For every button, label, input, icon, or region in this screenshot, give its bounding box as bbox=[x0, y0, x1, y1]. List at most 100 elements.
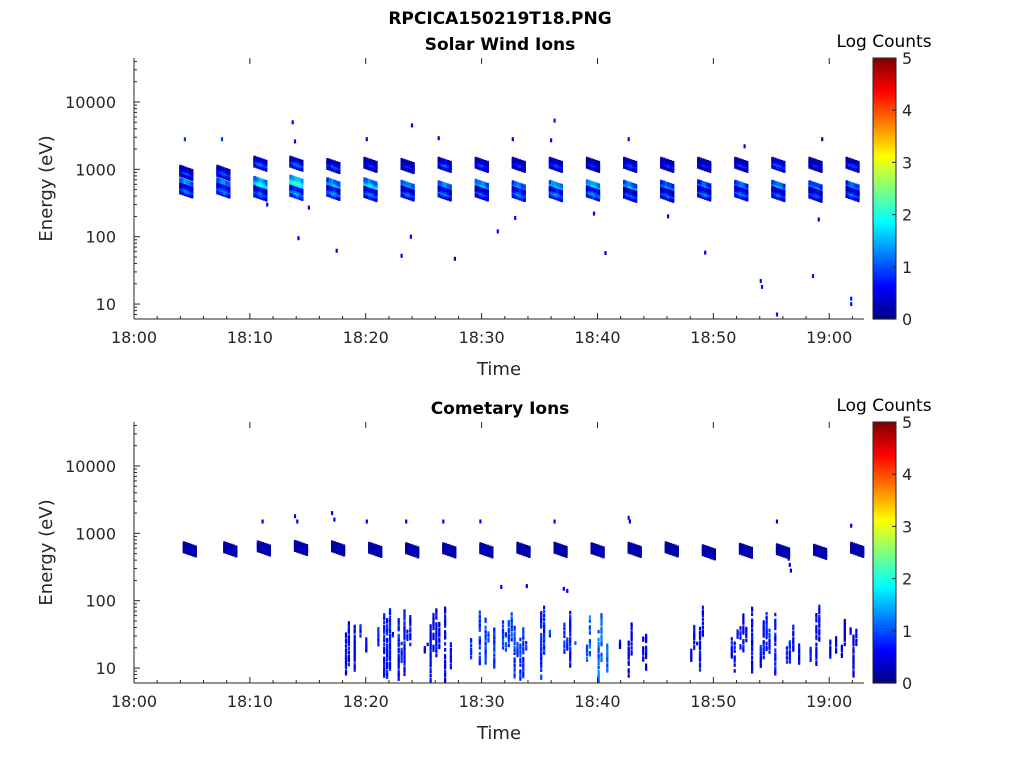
low-energy-cell bbox=[645, 667, 648, 671]
low-energy-cell bbox=[429, 638, 432, 642]
data-cell bbox=[592, 159, 596, 164]
low-energy-cell bbox=[484, 661, 487, 665]
low-energy-cell bbox=[730, 647, 733, 651]
colorbar-segment bbox=[873, 67, 896, 72]
low-energy-cell bbox=[478, 652, 481, 656]
data-cell bbox=[481, 187, 485, 193]
data-cell bbox=[553, 187, 557, 193]
low-energy-cell bbox=[792, 636, 795, 640]
colorbar-segment bbox=[873, 175, 896, 180]
low-energy-cell bbox=[693, 626, 696, 631]
data-cell bbox=[298, 177, 302, 183]
low-energy-cell bbox=[835, 636, 838, 640]
low-energy-cell bbox=[429, 632, 432, 636]
colorbar-segment bbox=[873, 621, 896, 625]
low-energy-cell bbox=[745, 638, 748, 643]
low-energy-cell bbox=[540, 674, 543, 678]
data-cell bbox=[810, 181, 814, 186]
low-energy-cell bbox=[423, 648, 426, 652]
low-energy-cell bbox=[843, 620, 846, 625]
low-energy-cell bbox=[774, 654, 777, 658]
low-energy-cell bbox=[765, 611, 768, 616]
low-energy-cell bbox=[386, 624, 389, 628]
colorbar-segment bbox=[873, 562, 896, 567]
colorbar-segment bbox=[873, 162, 896, 167]
low-energy-cell bbox=[569, 624, 572, 629]
sparse-hit bbox=[291, 120, 294, 125]
low-energy-cell bbox=[365, 643, 368, 647]
data-cell bbox=[255, 186, 259, 191]
low-energy-cell bbox=[843, 630, 846, 635]
low-energy-cell bbox=[388, 629, 392, 634]
colorbar-segment bbox=[873, 441, 896, 446]
colorbar-segment bbox=[873, 516, 896, 521]
low-energy-cell bbox=[840, 648, 843, 652]
low-energy-cell bbox=[519, 643, 522, 648]
low-energy-cell bbox=[785, 660, 788, 664]
colorbar-label: Log Counts bbox=[836, 32, 931, 52]
x-tick-label: 18:40 bbox=[574, 692, 620, 711]
low-energy-cell bbox=[438, 633, 441, 638]
low-energy-cell bbox=[855, 638, 858, 643]
low-energy-cell bbox=[585, 644, 589, 648]
colorbar-segment bbox=[873, 191, 896, 196]
x-tick-label: 18:00 bbox=[111, 692, 157, 711]
low-energy-cell bbox=[409, 615, 412, 619]
colorbar-segment bbox=[873, 529, 896, 534]
low-energy-cell bbox=[353, 642, 356, 646]
data-cell bbox=[775, 187, 779, 193]
colorbar-segment bbox=[873, 133, 896, 137]
data-cell bbox=[854, 189, 858, 194]
low-energy-cell bbox=[588, 631, 591, 635]
data-cell bbox=[847, 186, 851, 192]
low-energy-cell bbox=[765, 619, 768, 624]
low-energy-cell bbox=[792, 626, 795, 631]
colorbar-segment bbox=[873, 575, 896, 580]
low-energy-cell bbox=[510, 616, 513, 620]
low-energy-cell bbox=[569, 622, 572, 627]
low-energy-cell bbox=[344, 648, 348, 652]
low-energy-cell bbox=[409, 619, 412, 623]
sparse-hit bbox=[789, 568, 792, 573]
low-energy-cell bbox=[569, 638, 572, 642]
data-cell bbox=[625, 187, 628, 192]
data-cell bbox=[771, 156, 774, 162]
low-energy-cell bbox=[751, 636, 754, 640]
data-cell bbox=[734, 156, 737, 162]
low-energy-cell bbox=[809, 646, 812, 651]
low-energy-cell bbox=[403, 627, 406, 631]
low-energy-cell bbox=[701, 605, 704, 610]
low-energy-cell bbox=[701, 611, 704, 615]
low-energy-cell bbox=[597, 661, 600, 666]
colorbar-segment bbox=[873, 227, 896, 232]
low-energy-cell bbox=[627, 640, 630, 645]
low-energy-cell bbox=[406, 629, 409, 634]
low-energy-cell bbox=[815, 650, 818, 655]
low-energy-cell bbox=[403, 648, 406, 653]
colorbar-segment bbox=[873, 61, 896, 66]
colorbar-segment bbox=[873, 545, 896, 550]
low-energy-cell bbox=[388, 635, 392, 640]
data-cell bbox=[708, 546, 712, 552]
low-energy-cell bbox=[504, 644, 507, 648]
data-cell bbox=[296, 158, 299, 163]
low-energy-cell bbox=[435, 640, 438, 644]
low-energy-cell bbox=[540, 619, 543, 623]
data-cell bbox=[699, 157, 703, 163]
low-energy-cell bbox=[397, 671, 400, 675]
low-energy-cell bbox=[733, 669, 736, 673]
colorbar-segment bbox=[873, 506, 896, 511]
data-cell bbox=[474, 178, 478, 184]
low-energy-cell bbox=[742, 645, 745, 649]
data-cell bbox=[486, 189, 489, 194]
low-energy-cell bbox=[540, 668, 543, 672]
data-cell bbox=[824, 547, 828, 553]
low-energy-cell bbox=[409, 636, 412, 641]
low-energy-cell bbox=[444, 624, 447, 628]
low-energy-cell bbox=[736, 635, 739, 639]
sparse-hit bbox=[787, 556, 790, 561]
low-energy-cell bbox=[507, 639, 510, 644]
data-cell bbox=[667, 159, 670, 164]
low-energy-cell bbox=[513, 659, 516, 663]
data-cell bbox=[220, 166, 224, 171]
